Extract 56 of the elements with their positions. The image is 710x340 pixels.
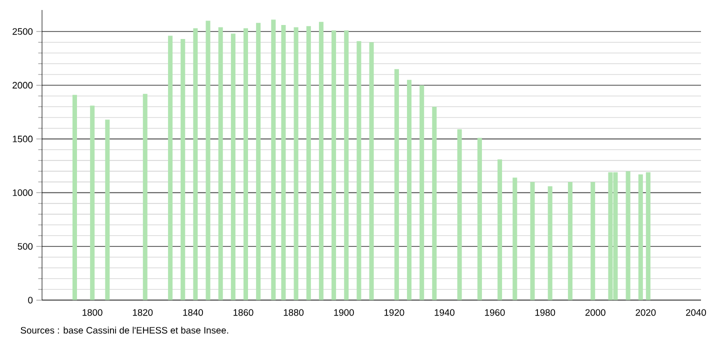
bar (457, 129, 462, 300)
y-tick-label: 2500 (12, 28, 33, 35)
bar (638, 174, 643, 300)
bar (356, 41, 362, 300)
bar (318, 22, 324, 300)
bar (256, 22, 261, 300)
x-tick-label: 1820 (132, 309, 153, 316)
bar (72, 94, 77, 300)
bar (626, 171, 630, 300)
y-tick-label: 1000 (12, 189, 33, 196)
bar (530, 182, 535, 300)
x-tick-label: 1920 (384, 309, 404, 316)
bar (394, 69, 399, 300)
bar (332, 30, 336, 300)
bar (193, 28, 198, 300)
bar (548, 186, 552, 300)
x-tick-label: 1860 (234, 309, 254, 316)
x-tick-label: 1940 (434, 309, 454, 316)
bar (206, 20, 210, 300)
y-tick-label: 0 (28, 296, 33, 304)
y-tick-label: 500 (18, 243, 33, 250)
bar (406, 80, 412, 300)
x-tick-label: 2020 (636, 309, 656, 316)
x-tick-label: 2000 (585, 309, 606, 316)
bar (477, 138, 482, 300)
bar (369, 42, 374, 300)
bar (230, 34, 236, 300)
x-tick-label: 1800 (82, 309, 102, 316)
bar (498, 159, 502, 300)
bar (344, 30, 349, 300)
bar (512, 178, 518, 300)
x-tick-label: 1980 (535, 309, 556, 316)
bar (281, 24, 286, 300)
bar (568, 182, 572, 300)
bar (294, 27, 298, 300)
x-tick-label: 2040 (686, 309, 706, 316)
bar (105, 120, 110, 300)
bar (590, 182, 596, 300)
bar (420, 85, 424, 300)
x-tick-label: 1900 (334, 309, 354, 316)
x-tick-label: 1880 (284, 309, 304, 316)
bar (180, 38, 186, 300)
bar (306, 26, 311, 300)
source-note: Sources : base Cassini de l'EHESS et base Insee. (20, 326, 228, 334)
bar (168, 36, 173, 300)
y-tick-label: 1500 (12, 136, 33, 142)
x-tick-label: 1960 (485, 309, 505, 316)
bar (432, 106, 437, 300)
bar (243, 28, 248, 300)
bar (90, 106, 95, 300)
bar (142, 94, 148, 300)
y-tick-label: 2000 (12, 82, 33, 88)
bar (646, 172, 650, 300)
x-tick-label: 1840 (183, 309, 203, 316)
bar (218, 27, 223, 300)
bar (271, 20, 276, 300)
